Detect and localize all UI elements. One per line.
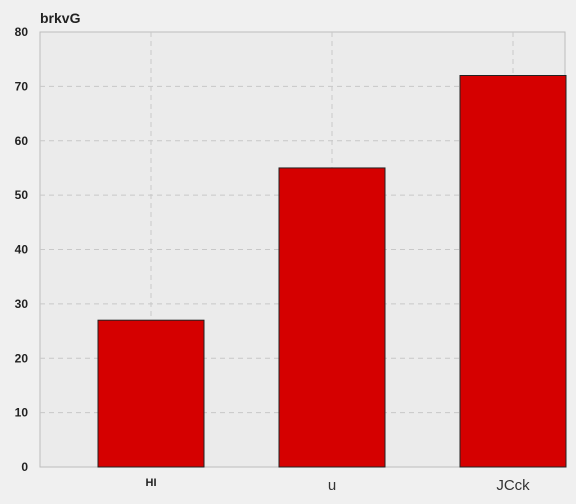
bar-u [278,167,386,468]
y-tick-label: 30 [15,297,29,311]
x-axis-ticks: HI u JCck [146,477,531,494]
y-tick-label: 60 [15,134,29,148]
y-tick-label: 70 [15,79,29,93]
chart-title: brkvG [40,10,81,26]
x-tick-label: u [328,477,336,494]
y-tick-label: 80 [15,25,29,39]
bars [97,75,567,468]
y-axis-ticks: 0 10 20 30 40 50 60 70 80 [15,25,29,474]
bar-HI [97,319,205,468]
y-tick-label: 20 [15,351,29,365]
x-tick-label: JCck [496,477,530,494]
bar-JCck [459,75,567,468]
y-tick-label: 0 [21,460,28,474]
x-tick-label: HI [146,477,157,489]
y-tick-label: 10 [15,406,29,420]
y-tick-label: 40 [15,243,29,257]
y-tick-label: 50 [15,188,29,202]
